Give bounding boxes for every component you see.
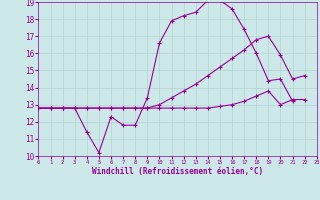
X-axis label: Windchill (Refroidissement éolien,°C): Windchill (Refroidissement éolien,°C) xyxy=(92,167,263,176)
